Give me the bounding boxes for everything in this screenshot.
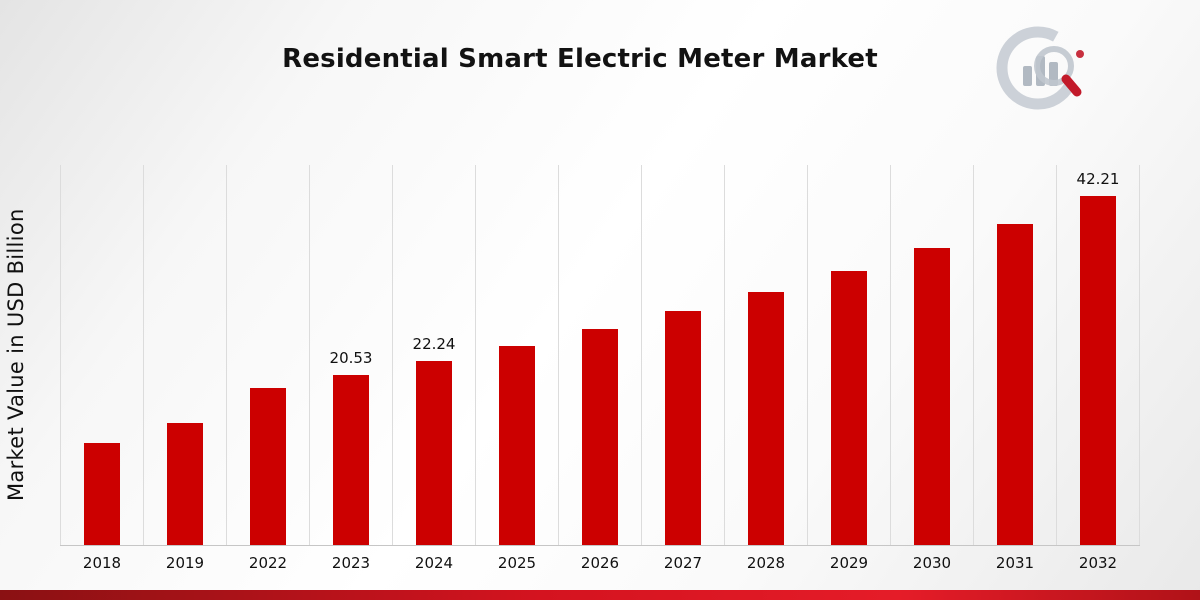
bar-cell: 2022 — [226, 165, 309, 572]
bar-cell: 2027 — [641, 165, 724, 572]
bar-cell: 2031 — [973, 165, 1056, 572]
bar-cell: 42.21 2032 — [1056, 165, 1140, 572]
x-tick-label: 2026 — [580, 554, 620, 572]
bar-value-label: 22.24 — [412, 335, 456, 354]
bar-2019 — [167, 422, 203, 545]
bar-cell: 2028 — [724, 165, 807, 572]
bar-2025 — [499, 345, 535, 545]
bar-cell: 2029 — [807, 165, 890, 572]
x-tick-label: 2023 — [331, 554, 371, 572]
plot-area: 2018 2019 2022 20.53 2023 22.24 2024 2025 2026 20… — [60, 165, 1140, 572]
x-tick-label: 2027 — [663, 554, 703, 572]
x-tick-label: 2030 — [912, 554, 952, 572]
bar-cell: 2025 — [475, 165, 558, 572]
bar-cell: 20.53 2023 — [309, 165, 392, 572]
bar-cell: 2026 — [558, 165, 641, 572]
footer-accent-bar — [0, 590, 1200, 600]
bar-2023 — [333, 375, 369, 545]
bar-2022 — [250, 388, 286, 545]
bar-cell: 22.24 2024 — [392, 165, 475, 572]
bar-2030 — [914, 248, 950, 545]
bar-2029 — [831, 270, 867, 545]
bar-2018 — [84, 442, 120, 545]
bar-cell: 2018 — [60, 165, 143, 572]
x-tick-label: 2025 — [497, 554, 537, 572]
bar-value-label: 20.53 — [329, 349, 373, 368]
x-tick-label: 2031 — [995, 554, 1035, 572]
x-tick-label: 2019 — [165, 554, 205, 572]
x-tick-label: 2028 — [746, 554, 786, 572]
bar-2032 — [1080, 196, 1116, 545]
x-tick-label: 2022 — [248, 554, 288, 572]
bar-cell: 2019 — [143, 165, 226, 572]
x-tick-label: 2024 — [414, 554, 454, 572]
y-axis-label: Market Value in USD Billion — [4, 208, 28, 502]
brand-logo — [996, 24, 1092, 116]
x-tick-label: 2018 — [82, 554, 122, 572]
bar-2028 — [748, 292, 784, 545]
x-tick-label: 2032 — [1078, 554, 1118, 572]
bar-2026 — [582, 329, 618, 545]
bar-2031 — [997, 223, 1033, 545]
x-tick-label: 2029 — [829, 554, 869, 572]
bar-cell: 2030 — [890, 165, 973, 572]
chart-magnifier-logo-icon — [996, 26, 1084, 110]
bar-value-label: 42.21 — [1076, 170, 1120, 189]
chart-title: Residential Smart Electric Meter Market — [282, 44, 878, 74]
bar-2027 — [665, 311, 701, 545]
bar-2024 — [416, 361, 452, 545]
